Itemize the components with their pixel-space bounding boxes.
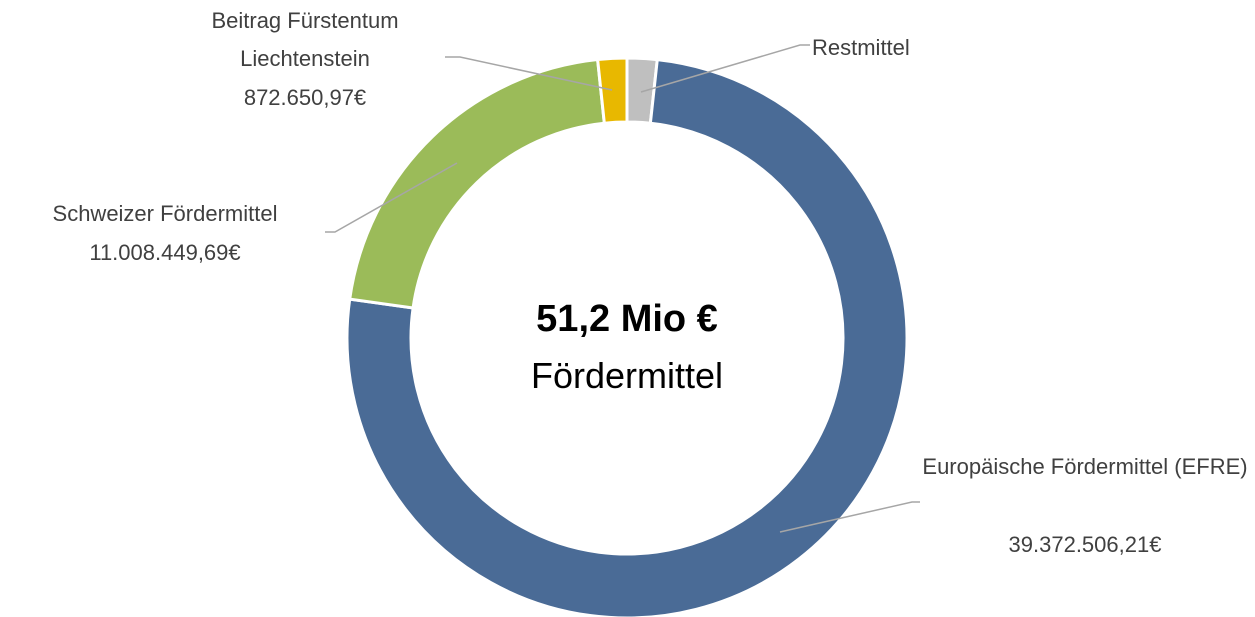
slice-label: Schweizer Fördermittel: [52, 201, 278, 226]
center-label: Fördermittel: [530, 355, 724, 396]
value-label: 872.650,97€: [243, 85, 367, 110]
leader-line: [325, 162, 458, 233]
slice-label: Restmittel: [812, 35, 910, 60]
value-label: 11.008.449,69€: [89, 240, 241, 265]
donut-slice: [345, 57, 909, 617]
leader-line: [445, 56, 613, 91]
leader-line: [779, 501, 920, 533]
leader-line: [640, 44, 810, 93]
slice-label: Beitrag Fürstentum Liechtenstein: [211, 8, 399, 71]
slice-label: Europäische Fördermittel (EFRE): [922, 454, 1248, 479]
center-value: 51,2 Mio €: [536, 298, 718, 340]
donut-slice: [595, 56, 629, 125]
value-label: 39.372.506,21€: [1008, 532, 1162, 557]
